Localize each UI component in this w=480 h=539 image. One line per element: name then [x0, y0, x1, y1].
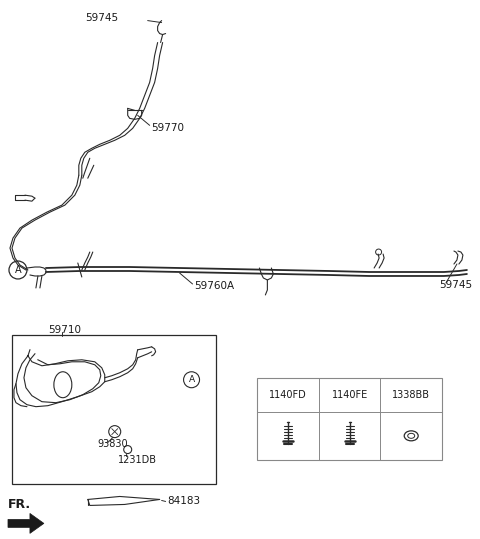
- Text: 1140FE: 1140FE: [332, 390, 368, 400]
- Text: A: A: [189, 375, 194, 384]
- Bar: [12, 335, 216, 485]
- Text: A: A: [15, 265, 21, 275]
- Text: 59770: 59770: [152, 123, 185, 133]
- Text: 1140FD: 1140FD: [269, 390, 307, 400]
- Text: 59745: 59745: [439, 280, 472, 290]
- Text: 1231DB: 1231DB: [118, 454, 157, 465]
- Text: FR.: FR.: [8, 499, 31, 512]
- Text: 84183: 84183: [168, 496, 201, 507]
- Text: 59710: 59710: [48, 325, 81, 335]
- Text: 59760A: 59760A: [194, 281, 235, 291]
- Text: 1338BB: 1338BB: [392, 390, 430, 400]
- Bar: [257, 378, 442, 460]
- Polygon shape: [8, 514, 44, 534]
- Text: 93830: 93830: [98, 439, 128, 448]
- Text: 59745: 59745: [85, 12, 118, 23]
